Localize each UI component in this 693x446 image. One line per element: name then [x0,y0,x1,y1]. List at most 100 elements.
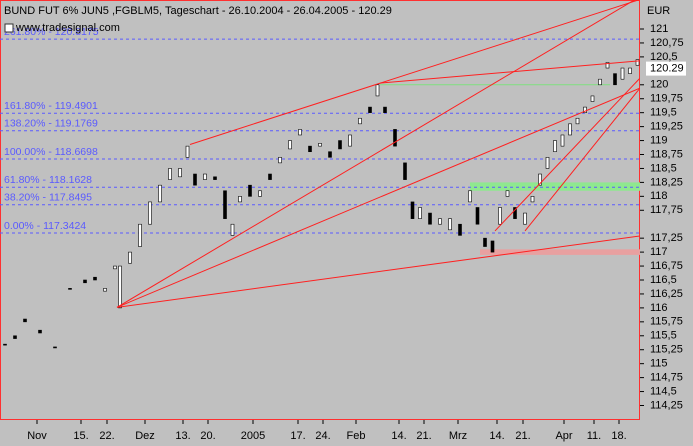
y-tick-label: 114,25 [650,399,683,411]
candle [38,329,42,334]
y-tick-label: 119,25 [650,121,683,133]
candle [258,190,262,197]
x-tick-label: Feb [347,430,366,442]
trend-line [379,60,640,84]
y-tick-label: 118,5 [650,162,677,174]
candle [368,106,372,113]
y-tick-label: 117 [650,246,668,258]
candle [553,140,557,153]
x-tick-label: 14. [489,430,504,442]
candle [590,95,595,102]
candle [383,106,387,113]
candle [513,207,517,219]
candle [128,251,132,264]
candle [308,145,312,153]
candle [358,117,362,125]
candle [68,288,72,290]
candle [428,212,432,225]
candle [505,190,510,197]
x-tick-label: Mrz [449,430,467,442]
candle [538,173,542,186]
x-tick-label: 18. [611,430,626,442]
candle [620,67,625,80]
candle [475,207,480,225]
candle [410,201,415,219]
y-tick-label: 118,75 [650,148,683,160]
y-tick-label: 116,25 [650,288,683,300]
fib-label: 138.20% - 119.1769 [4,117,98,129]
candle [148,201,152,225]
candle [568,123,572,136]
y-tick-label: 115,25 [650,344,683,356]
x-tick-label: 20. [200,430,215,442]
x-tick-label: 21. [416,430,431,442]
fib-label: 161.80% - 119.4901 [4,100,98,112]
y-tick-label: 114,5 [650,385,677,397]
candle [468,190,472,203]
last-price-box [646,61,686,76]
trend-line [494,77,640,232]
candle [348,134,352,147]
candle [393,129,397,147]
x-tick-label: 21. [515,430,530,442]
y-tick-label: 120,5 [650,51,678,63]
y-tick-label: 116,5 [650,274,677,286]
candle [185,145,190,158]
zone [480,249,640,255]
candle [223,190,227,219]
y-tick-label: 118 [650,190,668,202]
candle [288,140,292,150]
candle [168,168,172,180]
y-tick-label: 115 [650,358,668,370]
x-tick-label: 2005 [241,430,265,442]
x-tick-label: Apr [555,430,572,442]
candle [3,343,7,346]
candle [575,117,580,125]
y-tick-label: 114,75 [650,372,683,384]
fib-label: 0.00% - 117.3424 [4,220,86,232]
candle [103,288,107,292]
y-tick-label: 116,75 [650,260,683,272]
source: www.tradesignal.com [15,22,120,34]
y-tick-label: 116 [650,302,668,314]
y-tick-label: 119,75 [650,93,683,105]
candle [248,184,252,197]
candle [583,106,587,113]
candle [23,318,27,323]
candle [118,265,122,309]
candle [298,129,302,136]
y-tick-label: 120,75 [650,37,684,49]
candle [328,151,332,158]
candle [213,176,217,180]
x-tick-label: 14. [391,430,406,442]
candle [318,143,322,147]
candle [268,173,272,180]
candle [113,265,117,270]
candle [93,276,97,281]
candle [178,168,182,178]
fib-label: 261.80% - 120.8175 [4,26,99,38]
x-tick-label: 13. [175,430,190,442]
candle [613,73,617,86]
x-tick-label: 24. [315,430,330,442]
fib-label: 38.20% - 117.8495 [4,192,92,204]
y-tick-label: 115,75 [650,316,683,328]
candle [635,59,640,66]
y-tick-label: 115,5 [650,330,677,342]
x-tick-label: 11. [587,430,601,442]
candle [375,84,380,97]
last-price-label: 120.29 [650,63,684,75]
candle [138,223,142,247]
candle [403,162,407,180]
plot-frame [0,0,640,420]
x-tick-label: 17. [290,430,305,442]
candle [458,223,462,236]
candle [438,218,442,225]
logo-icon [4,23,14,33]
candle [448,218,452,231]
candle [418,207,422,219]
y-tick-label: 121 [650,23,668,35]
candle [605,62,610,69]
candle [13,335,17,339]
